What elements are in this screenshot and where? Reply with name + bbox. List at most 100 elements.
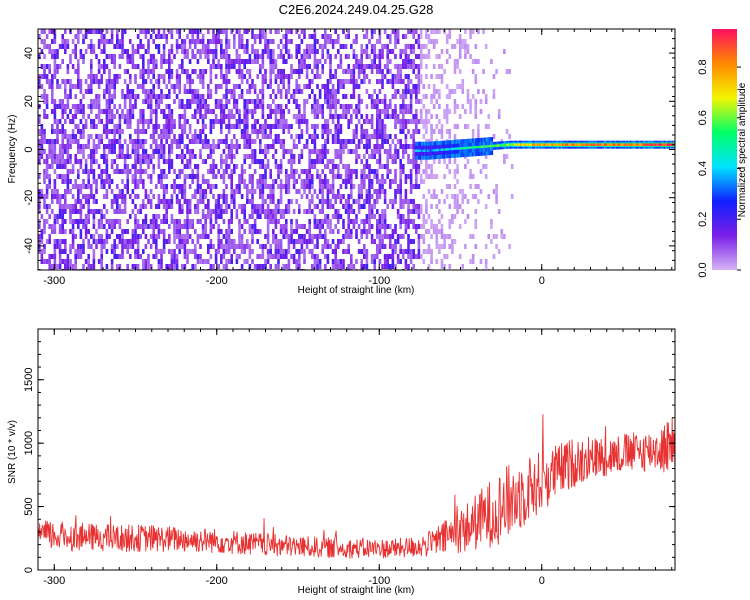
- spectrogram-cell: [404, 149, 408, 154]
- spectrogram-cell: [217, 234, 220, 239]
- spectrogram-cell: [477, 129, 480, 134]
- spectrogram-cell: [178, 209, 181, 214]
- spectrogram-cell: [79, 214, 83, 219]
- spectrogram-cell: [292, 174, 296, 179]
- spectrogram-cell: [477, 134, 480, 139]
- spectrogram-cell: [165, 34, 168, 39]
- spectrogram-cell: [147, 259, 150, 264]
- signal-trace-cell: [656, 143, 659, 146]
- spectrogram-cell: [105, 174, 109, 179]
- spectrogram-cell: [321, 154, 324, 159]
- spectrogram-cell: [451, 194, 454, 199]
- spectrogram-cell: [326, 219, 330, 224]
- spectrogram-cell: [61, 149, 64, 154]
- spectrogram-cell: [212, 139, 215, 144]
- spectrogram-cell: [344, 199, 348, 204]
- spectrogram-cell: [183, 254, 187, 259]
- spectrogram-cell: [168, 144, 171, 149]
- spectrogram-cell: [331, 39, 335, 44]
- spectrogram-cell: [277, 84, 280, 89]
- spectrogram-cell: [48, 264, 51, 269]
- spectrogram-cell: [238, 239, 241, 244]
- spectrogram-cell: [235, 214, 239, 219]
- spectrogram-cell: [383, 104, 387, 109]
- spectrogram-cell: [220, 49, 223, 54]
- spectrogram-cell: [194, 189, 197, 194]
- spectrogram-cell: [225, 69, 228, 74]
- spectrogram-cell: [266, 239, 270, 244]
- spectrogram-cell: [409, 109, 413, 114]
- spectrogram-cell: [233, 39, 236, 44]
- spectrogram-cell: [212, 119, 215, 124]
- spectrogram-cell: [56, 79, 59, 84]
- spectrogram-cell: [222, 209, 226, 214]
- signal-trace-cell: [443, 148, 446, 151]
- spectrogram-cell: [285, 254, 288, 259]
- spectrogram-cell: [399, 189, 402, 194]
- spectrogram-cell: [402, 99, 405, 104]
- spectrogram-x-tick-label: 0: [539, 275, 545, 287]
- spectrogram-cell: [378, 124, 382, 129]
- spectrogram-cell: [347, 229, 350, 234]
- spectrogram-cell: [316, 104, 319, 109]
- spectrogram-cell: [365, 119, 369, 124]
- spectrogram-cell: [285, 39, 288, 44]
- spectrogram-cell: [199, 199, 202, 204]
- spectrogram-cell: [191, 179, 194, 184]
- spectrogram-cell: [425, 209, 428, 214]
- spectrogram-cell: [399, 179, 402, 184]
- spectrogram-cell: [248, 254, 252, 259]
- spectrogram-cell: [316, 149, 319, 154]
- spectrogram-cell: [266, 184, 270, 189]
- spectrogram-cell: [43, 74, 46, 79]
- spectrogram-cell: [142, 144, 145, 149]
- spectrogram-cell: [212, 34, 215, 39]
- spectrogram-cell: [383, 129, 387, 134]
- spectrogram-cell: [290, 29, 293, 34]
- spectrogram-cell: [425, 54, 428, 59]
- spectrogram-cell: [308, 219, 311, 224]
- spectrogram-cell: [51, 89, 54, 94]
- spectrogram-cell: [123, 244, 127, 249]
- spectrogram-cell: [352, 79, 356, 84]
- spectrogram-cell: [391, 29, 395, 34]
- spectrogram-cell: [149, 144, 153, 149]
- spectrogram-cell: [233, 64, 236, 69]
- spectrogram-cell: [337, 194, 340, 199]
- spectrogram-cell: [331, 44, 335, 49]
- spectrogram-cell: [131, 149, 135, 154]
- spectrogram-cell: [134, 174, 137, 179]
- spectrogram-cell: [123, 209, 127, 214]
- spectrogram-cell: [105, 144, 109, 149]
- spectrogram-cell: [427, 49, 431, 54]
- spectrogram-cell: [440, 224, 444, 229]
- spectrogram-cell: [266, 214, 270, 219]
- spectrogram-cell: [272, 209, 275, 214]
- spectrogram-cell: [313, 34, 317, 39]
- spectrogram-cell: [230, 124, 233, 129]
- spectrogram-cell: [427, 84, 431, 89]
- spectrogram-cell: [201, 199, 205, 204]
- spectrogram-cell: [316, 124, 319, 129]
- spectrogram-cell: [389, 264, 392, 269]
- spectrogram-cell: [253, 129, 257, 134]
- spectrogram-cell: [253, 189, 257, 194]
- spectrogram-cell: [430, 124, 433, 129]
- spectrogram-cell: [324, 184, 327, 189]
- spectrogram-cell: [360, 234, 363, 239]
- spectrogram-cell: [264, 169, 267, 174]
- signal-trace-cell: [662, 143, 665, 146]
- spectrogram-cell: [188, 219, 192, 224]
- spectrogram-cell: [51, 189, 54, 194]
- spectrogram-cell: [147, 119, 150, 124]
- spectrogram-cell: [64, 244, 67, 249]
- spectrogram-cell: [334, 154, 337, 159]
- spectrogram-cell: [144, 224, 148, 229]
- spectrogram-cell: [290, 164, 293, 169]
- spectrogram-cell: [347, 139, 350, 144]
- spectrogram-cell: [448, 109, 452, 114]
- spectrogram-cell: [100, 49, 103, 54]
- spectrogram-cell: [383, 64, 387, 69]
- spectrogram-cell: [269, 129, 272, 134]
- spectrogram-cell: [316, 174, 319, 179]
